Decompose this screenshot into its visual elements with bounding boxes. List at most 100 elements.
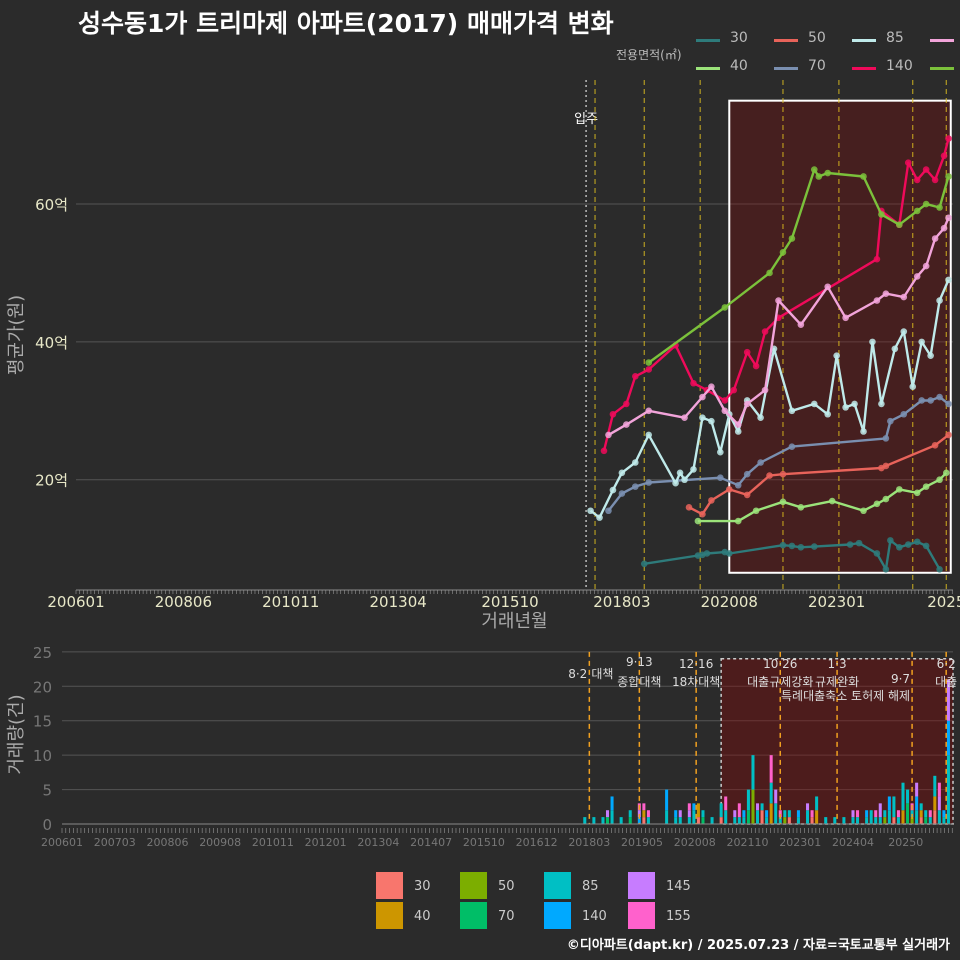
legend-top-line-155 <box>930 67 954 70</box>
volume-bar-59-85 <box>942 817 946 824</box>
legend-bottom-label-85: 85 <box>582 879 599 894</box>
price-series-line-70 <box>607 395 950 512</box>
volume-event-date-3: 10·26 <box>763 657 797 671</box>
volume-bar-58-85 <box>937 810 941 824</box>
volume-y-tick-25: 25 <box>33 644 52 662</box>
volume-bar-60-140 <box>946 720 950 756</box>
volume-bar-27-85 <box>765 817 769 824</box>
volume-bar-30-85 <box>778 817 782 824</box>
volume-bar-19-85 <box>724 810 728 824</box>
price-point-145-5 <box>708 383 715 390</box>
volume-bar-49-155 <box>896 810 900 818</box>
volume-bar-14-85 <box>692 810 696 824</box>
price-point-145-18 <box>922 262 930 270</box>
volume-bar-25-145 <box>756 803 760 811</box>
volume-x-tick-201011: 201011 <box>252 836 294 849</box>
price-point-140-4 <box>645 366 653 373</box>
price-point-40-3 <box>779 498 787 506</box>
price-point-85-5 <box>645 431 653 439</box>
price-point-50-0 <box>685 503 693 511</box>
volume-x-tick-201407: 201407 <box>410 836 452 849</box>
legend-bottom-label-40: 40 <box>414 909 431 924</box>
volume-x-tick-20250: 20250 <box>888 836 923 849</box>
volume-bar-54-85 <box>919 803 923 811</box>
price-point-70-10 <box>887 417 894 425</box>
price-point-155-2 <box>766 269 773 277</box>
volume-bar-28-40 <box>769 803 773 824</box>
price-point-85-25 <box>869 338 876 346</box>
price-point-145-6 <box>721 407 729 415</box>
price-x-tick-202301: 202301 <box>808 593 865 611</box>
volume-bar-50-85 <box>901 782 905 811</box>
volume-bar-29-85 <box>774 803 778 824</box>
price-point-140-20 <box>931 176 939 184</box>
volume-bar-26-30 <box>760 810 764 824</box>
volume-bar-3-70 <box>605 817 610 824</box>
price-point-155-13 <box>936 204 943 211</box>
price-point-70-7 <box>757 459 764 466</box>
volume-bar-57-85 <box>933 775 937 797</box>
price-point-145-12 <box>824 283 832 291</box>
price-x-tick-201510: 201510 <box>481 593 538 611</box>
price-point-155-4 <box>788 235 796 242</box>
volume-bar-28-85 <box>769 782 773 804</box>
price-point-155-10 <box>896 221 903 229</box>
price-point-85-31 <box>927 352 934 359</box>
volume-x-tick-201304: 201304 <box>357 836 399 849</box>
volume-bar-11-85 <box>674 817 678 824</box>
price-point-70-5 <box>734 481 742 489</box>
volume-x-tick-201905: 201905 <box>621 836 663 849</box>
volume-bar-58-145 <box>937 796 941 811</box>
volume-event-date-5: 9·7 <box>891 672 910 686</box>
volume-x-tick-201201: 201201 <box>305 836 347 849</box>
price-y-tick-40: 40억 <box>35 334 68 352</box>
volume-event-label-3: 대출규제강화 <box>747 675 813 689</box>
legend-top-label-70: 70 <box>808 58 826 74</box>
volume-bar-30-155 <box>778 810 782 818</box>
legend-bottom-swatch-85 <box>544 872 571 899</box>
price-point-140-8 <box>721 397 729 404</box>
legend-bottom-label-140: 140 <box>582 909 607 924</box>
legend-bottom-label-155: 155 <box>666 909 691 924</box>
volume-bar-4-140 <box>610 796 614 811</box>
legend-top-line-145 <box>930 39 954 42</box>
legend-top-line-40 <box>696 67 720 70</box>
price-point-85-14 <box>734 428 742 435</box>
price-point-70-6 <box>743 470 751 478</box>
volume-x-tick-201510: 201510 <box>463 836 505 849</box>
price-point-145-7 <box>734 421 742 428</box>
price-point-50-5 <box>766 472 773 479</box>
price-point-145-21 <box>945 214 952 222</box>
volume-bar-6-85 <box>628 810 632 818</box>
volume-bar-24-50 <box>751 789 755 824</box>
price-point-145-9 <box>761 386 769 394</box>
volume-bar-60-85 <box>946 755 950 824</box>
price-point-155-11 <box>913 207 921 215</box>
price-point-30-0 <box>640 560 648 568</box>
volume-bar-13-85 <box>687 817 691 824</box>
volume-bar-12-85 <box>678 817 682 824</box>
price-point-140-0 <box>600 447 608 455</box>
price-point-140-17 <box>904 159 912 167</box>
price-point-85-2 <box>609 486 617 494</box>
volume-event-label-2: 18차대책 <box>672 674 720 689</box>
price-point-85-30 <box>918 338 925 346</box>
volume-bar-58-155 <box>937 782 941 797</box>
price-point-155-3 <box>779 248 787 256</box>
volume-bar-41-85 <box>856 817 860 824</box>
price-x-tick-2025: 2025 <box>927 593 960 611</box>
volume-bar-27-140 <box>765 810 769 818</box>
price-point-85-12 <box>717 448 724 456</box>
price-point-70-4 <box>717 474 724 481</box>
legend-bottom-swatch-155 <box>628 902 655 929</box>
price-point-50-6 <box>779 470 787 478</box>
volume-bar-56-85 <box>928 817 932 824</box>
price-x-tick-200601: 200601 <box>47 593 104 611</box>
price-point-155-9 <box>878 211 885 218</box>
price-point-40-8 <box>882 495 890 503</box>
volume-bar-22-85 <box>742 817 746 824</box>
price-point-85-10 <box>699 414 706 422</box>
price-point-30-10 <box>846 541 854 548</box>
price-point-30-3 <box>703 550 711 557</box>
